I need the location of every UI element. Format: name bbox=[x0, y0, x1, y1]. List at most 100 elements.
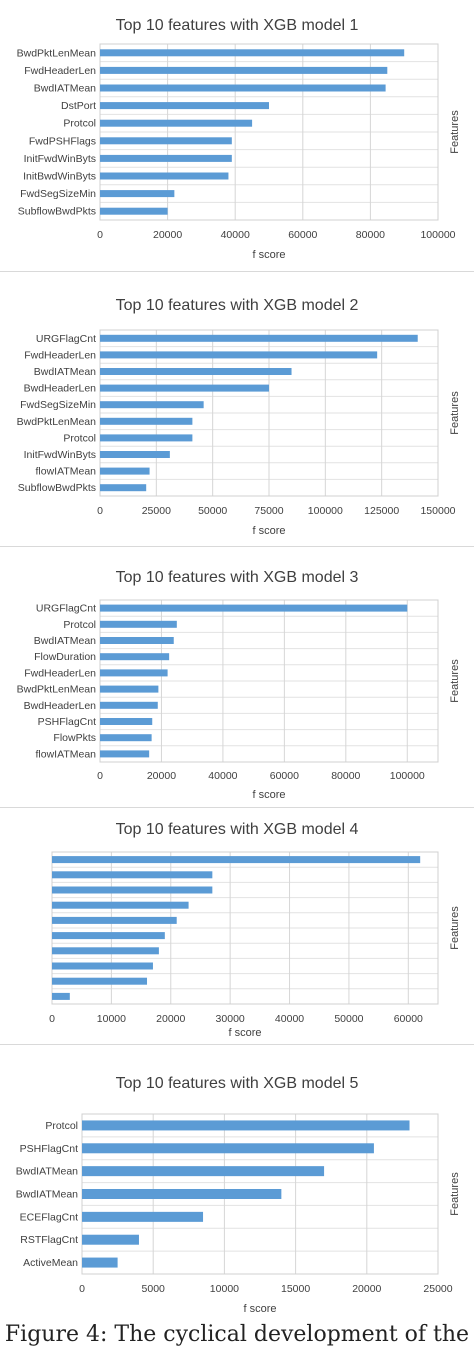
x-tick-label: 10000 bbox=[210, 1283, 239, 1295]
category-label: BwdIATMean bbox=[34, 366, 96, 378]
chart-panel-1: Top 10 features with XGB model 1 BwdPktLe… bbox=[0, 0, 474, 268]
category-label: RSTFlagCnt bbox=[20, 1234, 78, 1246]
panel-divider bbox=[0, 546, 474, 547]
bar bbox=[52, 932, 165, 940]
bar bbox=[100, 384, 269, 392]
panel-divider bbox=[0, 807, 474, 808]
bar bbox=[82, 1143, 374, 1154]
category-label: Protcol bbox=[63, 118, 96, 130]
category-label: SubflowBwdPkts bbox=[18, 206, 96, 218]
chart-2: Top 10 features with XGB model 2 URGFlagC… bbox=[17, 297, 461, 537]
chart-3: Top 10 features with XGB model 3 URGFlagC… bbox=[17, 569, 461, 801]
x-tick-label: 80000 bbox=[356, 229, 385, 241]
x-tick-label: 20000 bbox=[147, 770, 176, 782]
category-label: InitFwdWinByts bbox=[24, 153, 96, 165]
bar bbox=[82, 1234, 139, 1245]
chart-5: Top 10 features with XGB model 5 Protcol P… bbox=[16, 1075, 461, 1315]
bar bbox=[100, 637, 174, 644]
panel-divider bbox=[0, 1044, 474, 1045]
x-tick-label: 20000 bbox=[156, 1013, 185, 1025]
bar bbox=[82, 1120, 410, 1131]
category-label: FwdSegSizeMin bbox=[20, 399, 96, 411]
category-label: InitFwdWinByts bbox=[24, 449, 96, 461]
category-label: FwdHeaderLen bbox=[24, 65, 96, 77]
bar bbox=[100, 701, 158, 709]
category-label: BwdHeaderLen bbox=[24, 383, 97, 395]
bar bbox=[100, 604, 408, 612]
bar bbox=[52, 856, 421, 864]
y-axis-label: Features bbox=[449, 110, 461, 154]
bar bbox=[100, 207, 168, 215]
bar bbox=[100, 750, 150, 758]
x-axis-label: f score bbox=[228, 1027, 261, 1039]
category-label: InitBwdWinByts bbox=[23, 171, 96, 183]
category-label: Protcol bbox=[45, 1120, 78, 1132]
x-tick-label: 0 bbox=[97, 770, 103, 782]
category-label: Protcol bbox=[63, 619, 96, 631]
category-label: PSHFlagCnt bbox=[38, 716, 96, 728]
x-tick-label: 60000 bbox=[270, 770, 299, 782]
bar bbox=[100, 66, 388, 74]
y-axis-label: Features bbox=[449, 391, 461, 435]
bar bbox=[100, 401, 204, 409]
category-label: DstPort bbox=[61, 100, 96, 112]
bar bbox=[100, 119, 253, 127]
chart-4: Top 10 features with XGB model 4 0 10000 20… bbox=[49, 821, 461, 1039]
bar bbox=[100, 718, 153, 725]
category-label: FwdPSHFlags bbox=[29, 135, 96, 147]
bar bbox=[100, 334, 418, 342]
bar bbox=[100, 84, 386, 92]
category-label: BwdPktLenMean bbox=[17, 416, 97, 428]
x-axis-label: f score bbox=[243, 1303, 276, 1315]
category-label: BwdPktLenMean bbox=[17, 47, 97, 59]
category-label: URGFlagCnt bbox=[36, 333, 96, 345]
bar bbox=[52, 992, 70, 1000]
bar bbox=[82, 1189, 282, 1199]
x-tick-label: 25000 bbox=[142, 505, 171, 517]
category-label: BwdPktLenMean bbox=[17, 684, 97, 696]
bar bbox=[100, 49, 405, 57]
bar bbox=[52, 977, 148, 985]
y-axis-label: Features bbox=[449, 906, 461, 950]
category-label: BwdIATMean bbox=[16, 1166, 78, 1178]
category-label: flowIATMean bbox=[36, 466, 97, 478]
category-label: PSHFlagCnt bbox=[20, 1143, 78, 1155]
category-label: BwdHeaderLen bbox=[24, 700, 97, 712]
x-tick-label: 30000 bbox=[216, 1013, 245, 1025]
plot-frame bbox=[99, 43, 439, 221]
x-tick-label: 15000 bbox=[281, 1283, 310, 1295]
x-axis-label: f score bbox=[252, 525, 285, 537]
category-label: SubflowBwdPkts bbox=[18, 482, 96, 494]
x-tick-label: 5000 bbox=[142, 1283, 166, 1295]
category-label: FwdHeaderLen bbox=[24, 667, 96, 679]
x-tick-label: 40000 bbox=[208, 770, 237, 782]
bar bbox=[100, 351, 378, 359]
category-label: FlowPkts bbox=[53, 732, 96, 744]
category-label: BwdIATMean bbox=[34, 635, 96, 647]
bar bbox=[52, 901, 189, 909]
category-label: BwdIATMean bbox=[34, 83, 96, 95]
x-tick-label: 100000 bbox=[420, 229, 455, 241]
bar bbox=[82, 1211, 204, 1222]
bar bbox=[52, 947, 159, 955]
bar bbox=[52, 886, 213, 894]
bar bbox=[100, 669, 168, 677]
bar bbox=[100, 417, 193, 425]
bar bbox=[82, 1257, 118, 1268]
bar bbox=[100, 190, 175, 198]
plot-frame bbox=[99, 329, 439, 497]
x-tick-label: 80000 bbox=[331, 770, 360, 782]
chart-panel-3: Top 10 features with XGB model 3 URGFlagC… bbox=[0, 552, 474, 804]
x-tick-label: 125000 bbox=[364, 505, 399, 517]
x-tick-label: 50000 bbox=[198, 505, 227, 517]
bar bbox=[100, 434, 193, 442]
figure-caption: Figure 4: The cyclical development of th… bbox=[4, 1322, 470, 1347]
chart-panel-2: Top 10 features with XGB model 2 URGFlagC… bbox=[0, 276, 474, 542]
x-tick-label: 40000 bbox=[221, 229, 250, 241]
chart-title: Top 10 features with XGB model 3 bbox=[116, 569, 359, 586]
bar bbox=[52, 871, 213, 879]
category-label: BwdIATMean bbox=[16, 1189, 78, 1201]
bar bbox=[100, 620, 177, 628]
bar bbox=[100, 172, 229, 180]
chart-panel-5: Top 10 features with XGB model 5 Protcol P… bbox=[0, 1050, 474, 1320]
